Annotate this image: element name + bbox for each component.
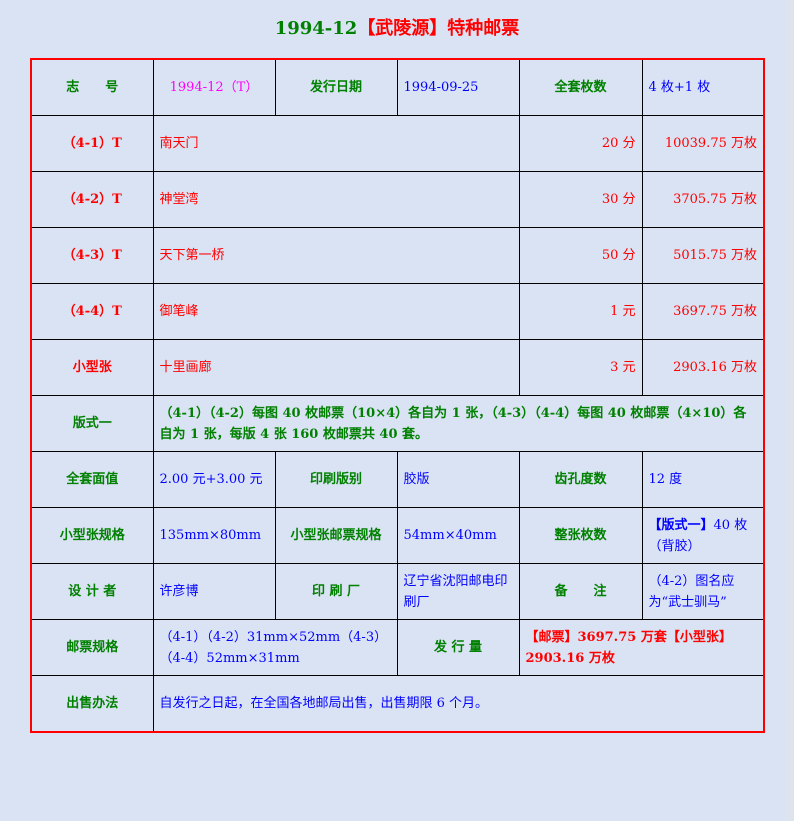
- label-cell: 整张枚数: [518, 507, 643, 564]
- table-row: （4-2）T 神堂湾 30 分 3705.75 万枚: [30, 171, 765, 228]
- stamp-value: 30 分: [518, 171, 643, 228]
- value-cell: 自发行之日起，在全国各地邮局出售，出售期限 6 个月。: [152, 675, 765, 733]
- label-cell: 出售办法: [30, 675, 154, 733]
- value-cell: 许彦博: [152, 563, 276, 620]
- table-row: 小型张 十里画廊 3 元 2903.16 万枚: [30, 339, 765, 396]
- label-cell: 备 注: [518, 563, 643, 620]
- table-row: 邮票规格 （4-1）（4-2）31mm×52mm（4-3）（4-4）52mm×3…: [30, 619, 765, 676]
- format-text: （4-1）（4-2）每图 40 枚邮票（10×4）各自为 1 张，（4-3）（4…: [152, 395, 765, 452]
- label-cell: 发 行 量: [396, 619, 520, 676]
- stamp-qty: 2903.16 万枚: [641, 339, 765, 396]
- table-row: （4-3）T 天下第一桥 50 分 5015.75 万枚: [30, 227, 765, 284]
- label-cell: 全套枚数: [518, 58, 643, 116]
- label-cell: 发行日期: [274, 58, 398, 116]
- stamp-value: 3 元: [518, 339, 643, 396]
- table-row: 设 计 者 许彦博 印 刷 厂 辽宁省沈阳邮电印刷厂 备 注 （4-2）图名应为…: [30, 563, 765, 620]
- value-cell: 12 度: [641, 451, 765, 508]
- label-cell: 印 刷 厂: [274, 563, 398, 620]
- page-title: 1994-12【武陵源】特种邮票: [274, 18, 520, 39]
- value-cell: 胶版: [396, 451, 520, 508]
- label-cell: 志 号: [30, 58, 154, 116]
- value-cell: 4 枚+1 枚: [641, 58, 765, 116]
- stamp-qty: 5015.75 万枚: [641, 227, 765, 284]
- stamp-qty: 3697.75 万枚: [641, 283, 765, 340]
- label-cell: 设 计 者: [30, 563, 154, 620]
- stamp-info-table: 志 号 1994-12（T） 发行日期 1994-09-25 全套枚数 4 枚+…: [30, 58, 765, 733]
- table-row: （4-4）T 御笔峰 1 元 3697.75 万枚: [30, 283, 765, 340]
- value-cell: 【版式一】40 枚（背胶）: [641, 507, 765, 564]
- table-row: 小型张规格 135mm×80mm 小型张邮票规格 54mm×40mm 整张枚数 …: [30, 507, 765, 564]
- value-cell: （4-1）（4-2）31mm×52mm（4-3）（4-4）52mm×31mm: [152, 619, 398, 676]
- value-cell: 【邮票】3697.75 万套【小型张】2903.16 万枚: [518, 619, 765, 676]
- value-cell: 135mm×80mm: [152, 507, 276, 564]
- label-cell: 小型张规格: [30, 507, 154, 564]
- label-cell: 版式一: [30, 395, 154, 452]
- value-cell: 辽宁省沈阳邮电印刷厂: [396, 563, 520, 620]
- label-cell: 全套面值: [30, 451, 154, 508]
- label-cell: 小型张邮票规格: [274, 507, 398, 564]
- stamp-id: 小型张: [30, 339, 154, 396]
- stamp-id: （4-4）T: [30, 283, 154, 340]
- value-cell: 1994-12（T）: [152, 58, 276, 116]
- label-cell: 邮票规格: [30, 619, 154, 676]
- stamp-name: 南天门: [152, 115, 520, 172]
- value-cell: 1994-09-25: [396, 58, 520, 116]
- stamp-id: （4-2）T: [30, 171, 154, 228]
- value-cell: 54mm×40mm: [396, 507, 520, 564]
- table-row: 志 号 1994-12（T） 发行日期 1994-09-25 全套枚数 4 枚+…: [30, 58, 765, 116]
- stamp-id: （4-3）T: [30, 227, 154, 284]
- stamp-qty: 10039.75 万枚: [641, 115, 765, 172]
- stamp-name: 天下第一桥: [152, 227, 520, 284]
- table-row: 全套面值 2.00 元+3.00 元 印刷版别 胶版 齿孔度数 12 度: [30, 451, 765, 508]
- stamp-value: 1 元: [518, 283, 643, 340]
- scrollbar[interactable]: [785, 0, 794, 821]
- value-cell: （4-2）图名应为“武士驯马”: [641, 563, 765, 620]
- stamp-value: 50 分: [518, 227, 643, 284]
- label-cell: 齿孔度数: [518, 451, 643, 508]
- stamp-name: 御笔峰: [152, 283, 520, 340]
- label-cell: 印刷版别: [274, 451, 398, 508]
- value-cell: 2.00 元+3.00 元: [152, 451, 276, 508]
- table-row: 版式一 （4-1）（4-2）每图 40 枚邮票（10×4）各自为 1 张，（4-…: [30, 395, 765, 452]
- table-row: 出售办法 自发行之日起，在全国各地邮局出售，出售期限 6 个月。: [30, 675, 765, 733]
- stamp-name: 神堂湾: [152, 171, 520, 228]
- stamp-value: 20 分: [518, 115, 643, 172]
- stamp-id: （4-1）T: [30, 115, 154, 172]
- table-row: （4-1）T 南天门 20 分 10039.75 万枚: [30, 115, 765, 172]
- stamp-name: 十里画廊: [152, 339, 520, 396]
- stamp-qty: 3705.75 万枚: [641, 171, 765, 228]
